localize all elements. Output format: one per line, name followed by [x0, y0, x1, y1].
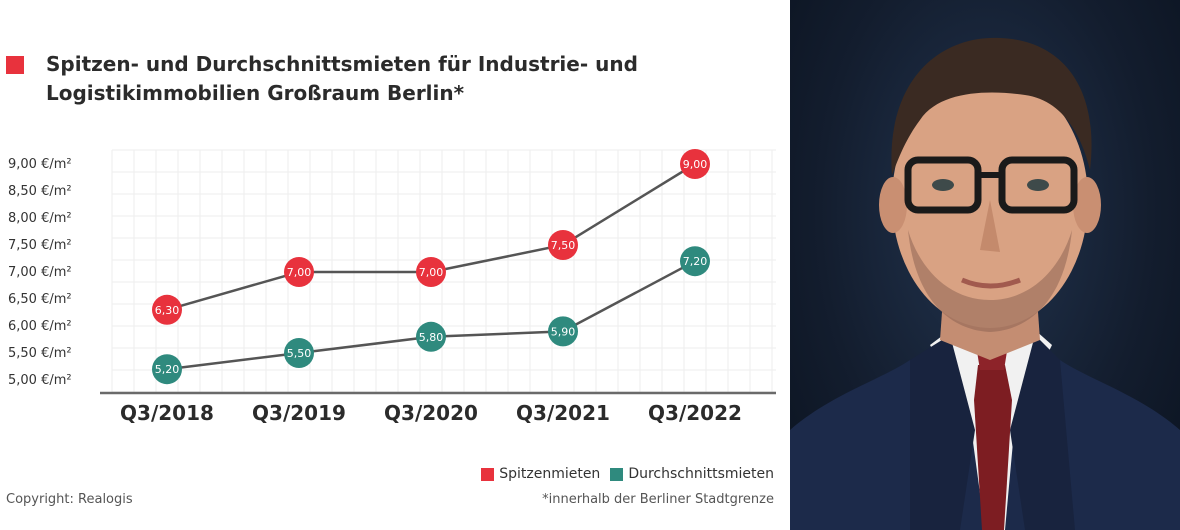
series-line-spitzenmieten — [166, 162, 696, 312]
x-tick-label: Q3/2020 — [384, 401, 478, 425]
data-point-spitzenmieten — [416, 257, 446, 287]
x-tick-label: Q3/2022 — [648, 401, 742, 425]
mouth — [961, 277, 1021, 289]
data-label-spitzenmieten: 7,00 — [419, 266, 444, 279]
beard — [908, 230, 1072, 332]
y-tick-label: 7,50 €/m² — [8, 238, 72, 253]
x-tick-label: Q3/2019 — [252, 401, 346, 425]
data-point-durchschnittsmieten — [416, 321, 446, 352]
y-tick-label: 5,00 €/m² — [8, 373, 72, 388]
x-tick-label: Q3/2021 — [516, 401, 610, 425]
line-chart: 9,00 €/m² 8,50 €/m² 8,00 €/m² 7,50 €/m² 7,00… — [8, 149, 776, 425]
hair — [891, 37, 1092, 175]
data-label-durchschnittsmieten: 5,80 — [419, 331, 444, 344]
data-point-spitzenmieten — [680, 149, 710, 179]
chart-legend: Spitzenmieten Durchschnittsmieten — [477, 466, 774, 482]
data-point-spitzenmieten — [284, 257, 314, 287]
data-label-durchschnittsmieten: 7,20 — [683, 255, 708, 268]
data-label-spitzenmieten: 9,00 — [683, 158, 708, 171]
data-point-spitzenmieten — [548, 230, 578, 260]
data-point-durchschnittsmieten — [680, 246, 710, 277]
glasses-lens-right — [998, 156, 1078, 214]
title-marker — [6, 56, 24, 74]
legend-item-durchschnitt: Durchschnittsmieten — [610, 466, 774, 482]
chart-title-line-2: Logistikimmobilien Großraum Berlin* — [46, 81, 465, 105]
data-point-durchschnittsmieten — [152, 354, 182, 385]
y-tick-label: 8,00 €/m² — [8, 211, 72, 226]
chart-title: Spitzen- und Durchschnittsmieten für Ind… — [46, 50, 766, 108]
data-point-durchschnittsmieten — [548, 316, 578, 347]
y-tick-label: 7,00 €/m² — [8, 265, 72, 280]
glasses-lens-left — [904, 156, 982, 214]
legend-swatch-spitzen — [481, 467, 495, 481]
legend-label-spitzen: Spitzenmieten — [499, 466, 601, 482]
data-label-spitzenmieten: 6,30 — [155, 304, 180, 317]
y-tick-label: 6,50 €/m² — [8, 292, 72, 307]
eye-left — [932, 179, 954, 191]
data-point-durchschnittsmieten — [284, 338, 314, 368]
data-point-spitzenmieten — [152, 294, 182, 325]
data-label-spitzenmieten: 7,00 — [287, 266, 312, 279]
y-tick-label: 9,00 €/m² — [8, 157, 72, 172]
chart-panel: 9,00 €/m² 8,50 €/m² 8,00 €/m² 7,50 €/m² 7,00… — [6, 50, 776, 507]
eye-right — [1027, 179, 1049, 191]
y-tick-label: 5,50 €/m² — [8, 346, 72, 361]
legend-swatch-durchschnitt — [610, 467, 624, 481]
data-label-durchschnittsmieten: 5,90 — [551, 325, 576, 338]
copyright-text: Copyright: Realogis — [6, 492, 133, 507]
data-label-spitzenmieten: 7,50 — [551, 239, 576, 252]
portrait-illustration — [790, 37, 1180, 530]
nose — [980, 200, 1000, 252]
chart-title-line-1: Spitzen- und Durchschnittsmieten für Ind… — [46, 52, 638, 76]
data-label-durchschnittsmieten: 5,50 — [287, 347, 312, 360]
tie — [974, 365, 1012, 530]
portrait-photo — [790, 0, 1180, 530]
lapel-right — [1010, 335, 1075, 530]
lapel-left — [910, 335, 975, 530]
ear-left — [879, 177, 907, 233]
x-tick-label: Q3/2018 — [120, 401, 214, 425]
y-tick-label: 8,50 €/m² — [8, 184, 72, 199]
ear-right — [1073, 177, 1101, 233]
data-label-durchschnittsmieten: 5,20 — [155, 363, 180, 376]
footnote-text: *innerhalb der Berliner Stadtgrenze — [542, 492, 774, 507]
legend-item-spitzen: Spitzenmieten — [481, 466, 600, 482]
legend-label-durchschnitt: Durchschnittsmieten — [628, 466, 774, 482]
y-tick-label: 6,00 €/m² — [8, 319, 72, 334]
